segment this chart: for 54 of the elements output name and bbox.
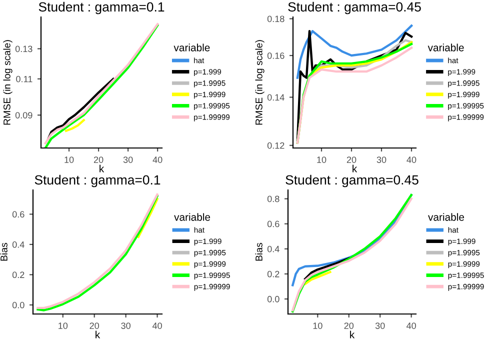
y-axis-title: Bias — [0, 242, 8, 261]
y-tick-label: 0.13 — [15, 46, 32, 52]
x-tick-label: 40 — [406, 156, 416, 163]
legend-title: variable — [428, 44, 464, 52]
legend-title: variable — [174, 213, 210, 221]
y-tick-label: 0.8 — [267, 196, 280, 202]
line-series — [47, 78, 114, 140]
y-tick-label: 0.2 — [267, 270, 280, 278]
x-tick-label: 10 — [64, 156, 74, 163]
y-tick-label: 0.12 — [267, 142, 284, 149]
y-tick-label: 0.0 — [267, 296, 280, 302]
legend-title: variable — [174, 44, 210, 52]
x-tick-label: 30 — [121, 322, 130, 329]
y-tick-label: 0.14 — [267, 94, 284, 101]
chart-title: Student : gamma=0.1 — [38, 2, 164, 14]
line-series — [304, 270, 332, 286]
y-tick-label: 0.4 — [12, 241, 24, 248]
line-series — [64, 119, 85, 132]
x-tick-label: 30 — [123, 156, 133, 163]
x-tick-label: 10 — [313, 322, 322, 329]
y-tick-label: 0.09 — [15, 112, 32, 118]
x-tick-label: 40 — [152, 322, 162, 329]
chart-title: Student : gamma=0.1 — [34, 174, 160, 188]
x-tick-label: 10 — [317, 156, 326, 163]
y-axis-title: Bias — [255, 242, 262, 261]
x-tick-label: 10 — [58, 322, 68, 329]
x-tick-label: 20 — [94, 156, 104, 163]
y-tick-label: 0.6 — [12, 211, 24, 218]
y-tick-label: 0.2 — [12, 272, 24, 278]
x-tick-label: 20 — [90, 322, 100, 329]
x-tick-label: 40 — [406, 322, 416, 329]
x-tick-label: 30 — [375, 322, 385, 329]
y-tick-label: 0.0 — [12, 302, 24, 308]
x-tick-label: 30 — [376, 156, 386, 163]
x-axis-title: k — [352, 164, 358, 172]
line-series — [296, 24, 413, 79]
x-tick-label: 20 — [346, 156, 356, 163]
line-series — [137, 198, 158, 238]
chart-title: Student : gamma=0.45 — [288, 2, 421, 14]
y-tick-label: 0.16 — [267, 52, 284, 59]
line-series — [304, 257, 350, 280]
y-axis-title: RMSE (in log scale) — [255, 40, 264, 125]
y-tick-label: 0.18 — [267, 16, 284, 22]
y-tick-label: 0.6 — [267, 220, 280, 228]
chart-title: Student : gamma=0.45 — [286, 174, 418, 188]
legend-title: variable — [428, 213, 464, 221]
x-axis-title: k — [350, 330, 355, 338]
x-tick-label: 40 — [152, 156, 162, 163]
x-tick-label: 20 — [344, 322, 354, 329]
y-tick-label: 0.4 — [267, 246, 280, 252]
x-axis-title: k — [96, 330, 100, 338]
y-tick-label: 0.11 — [16, 76, 32, 82]
y-axis-title: RMSE (in log scale) — [3, 40, 12, 125]
x-axis-title: k — [100, 164, 104, 172]
